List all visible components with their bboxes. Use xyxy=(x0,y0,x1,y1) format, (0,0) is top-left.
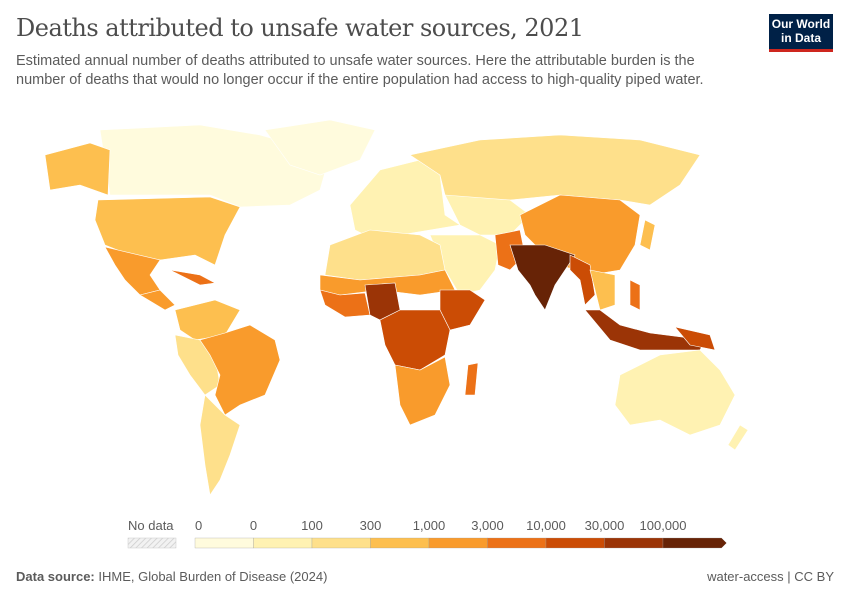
legend-tick-label: 300 xyxy=(360,518,382,533)
legend-no-data-swatch xyxy=(127,537,177,549)
legend-bin[interactable] xyxy=(604,537,664,549)
footer-license[interactable]: water-access | CC BY xyxy=(707,569,834,584)
legend-bin[interactable] xyxy=(370,537,430,549)
country-brazil[interactable] xyxy=(199,324,281,416)
country-middle-east[interactable] xyxy=(429,234,501,296)
source-text[interactable]: IHME, Global Burden of Disease (2024) xyxy=(98,569,328,584)
source-label: Data source: xyxy=(16,569,95,584)
country-central-asia[interactable] xyxy=(444,194,531,236)
legend-bin[interactable] xyxy=(194,537,254,549)
country-greenland[interactable] xyxy=(264,119,376,176)
country-bangladesh-myanmar[interactable] xyxy=(569,254,596,306)
footer-source: Data source: IHME, Global Burden of Dise… xyxy=(16,569,327,584)
legend-bin[interactable] xyxy=(545,537,605,549)
legend-no-data-label: No data xyxy=(128,518,174,533)
country-madagascar[interactable] xyxy=(464,362,479,396)
chart-title: Deaths attributed to unsafe water source… xyxy=(16,14,584,42)
chart-subtitle: Estimated annual number of deaths attrib… xyxy=(16,53,704,88)
world-map xyxy=(44,119,749,496)
country-alaska[interactable] xyxy=(44,142,111,196)
legend-bin[interactable] xyxy=(487,537,547,549)
country-canada[interactable] xyxy=(99,124,331,208)
country-central-america[interactable] xyxy=(139,289,176,311)
legend-bin[interactable] xyxy=(428,537,488,549)
legend-bin[interactable] xyxy=(253,537,313,549)
country-cuba-haiti[interactable] xyxy=(169,269,216,286)
legend-tick-label: 100 xyxy=(301,518,323,533)
legend-tick-label: 100,000 xyxy=(640,518,687,533)
country-philippines[interactable] xyxy=(629,279,641,311)
country-central-africa[interactable] xyxy=(379,309,451,371)
legend: No data 0 0 100 300 1,000 3,000 10,000 30,000 10… xyxy=(127,518,727,549)
legend-bin[interactable] xyxy=(311,537,371,549)
country-southern-cone[interactable] xyxy=(199,394,241,496)
country-japan[interactable] xyxy=(639,219,656,251)
country-australia[interactable] xyxy=(614,349,736,436)
legend-tick-label: 0 xyxy=(250,518,257,533)
country-southern-africa[interactable] xyxy=(394,356,451,426)
legend-tick-label: 10,000 xyxy=(526,518,566,533)
country-papua-new-guinea[interactable] xyxy=(674,326,716,351)
legend-tick-label: 1,000 xyxy=(413,518,446,533)
owid-logo[interactable]: Our World in Data xyxy=(769,14,833,52)
country-russia[interactable] xyxy=(409,134,701,206)
country-new-zealand[interactable] xyxy=(727,424,749,451)
legend-tick-label: 3,000 xyxy=(471,518,504,533)
country-southeast-asia[interactable] xyxy=(589,269,616,311)
legend-bin[interactable] xyxy=(662,537,727,549)
country-india[interactable] xyxy=(509,244,576,311)
country-united-states[interactable] xyxy=(94,196,241,266)
logo-text: Our World in Data xyxy=(771,17,831,45)
country-north-africa[interactable] xyxy=(324,229,446,281)
legend-tick-label: 30,000 xyxy=(585,518,625,533)
legend-tick-label: 0 xyxy=(195,518,202,533)
